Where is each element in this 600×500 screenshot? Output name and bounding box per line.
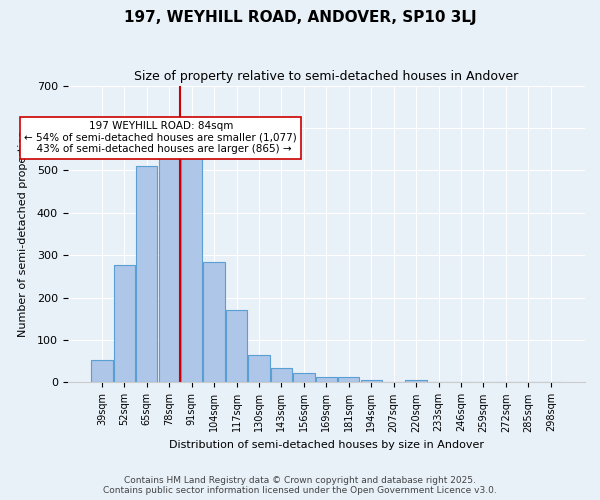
- Bar: [293, 372, 314, 382]
- Bar: [181, 140, 202, 382]
- Text: Contains HM Land Registry data © Crown copyright and database right 2025.
Contai: Contains HM Land Registry data © Crown c…: [103, 476, 497, 495]
- Y-axis label: Number of semi-detached properties: Number of semi-detached properties: [19, 131, 28, 337]
- Text: 197 WEYHILL ROAD: 84sqm
← 54% of semi-detached houses are smaller (1,077)
  43% : 197 WEYHILL ROAD: 84sqm ← 54% of semi-de…: [25, 121, 297, 154]
- Bar: [361, 380, 382, 382]
- Bar: [248, 355, 269, 382]
- Bar: [136, 166, 157, 382]
- Bar: [226, 310, 247, 382]
- Bar: [113, 264, 135, 382]
- Text: 197, WEYHILL ROAD, ANDOVER, SP10 3LJ: 197, WEYHILL ROAD, ANDOVER, SP10 3LJ: [124, 10, 476, 25]
- Title: Size of property relative to semi-detached houses in Andover: Size of property relative to semi-detach…: [134, 70, 518, 83]
- Bar: [316, 378, 337, 382]
- Bar: [158, 138, 180, 382]
- Bar: [203, 262, 225, 382]
- Bar: [406, 380, 427, 382]
- Bar: [91, 360, 113, 382]
- X-axis label: Distribution of semi-detached houses by size in Andover: Distribution of semi-detached houses by …: [169, 440, 484, 450]
- Bar: [271, 368, 292, 382]
- Bar: [338, 378, 359, 382]
